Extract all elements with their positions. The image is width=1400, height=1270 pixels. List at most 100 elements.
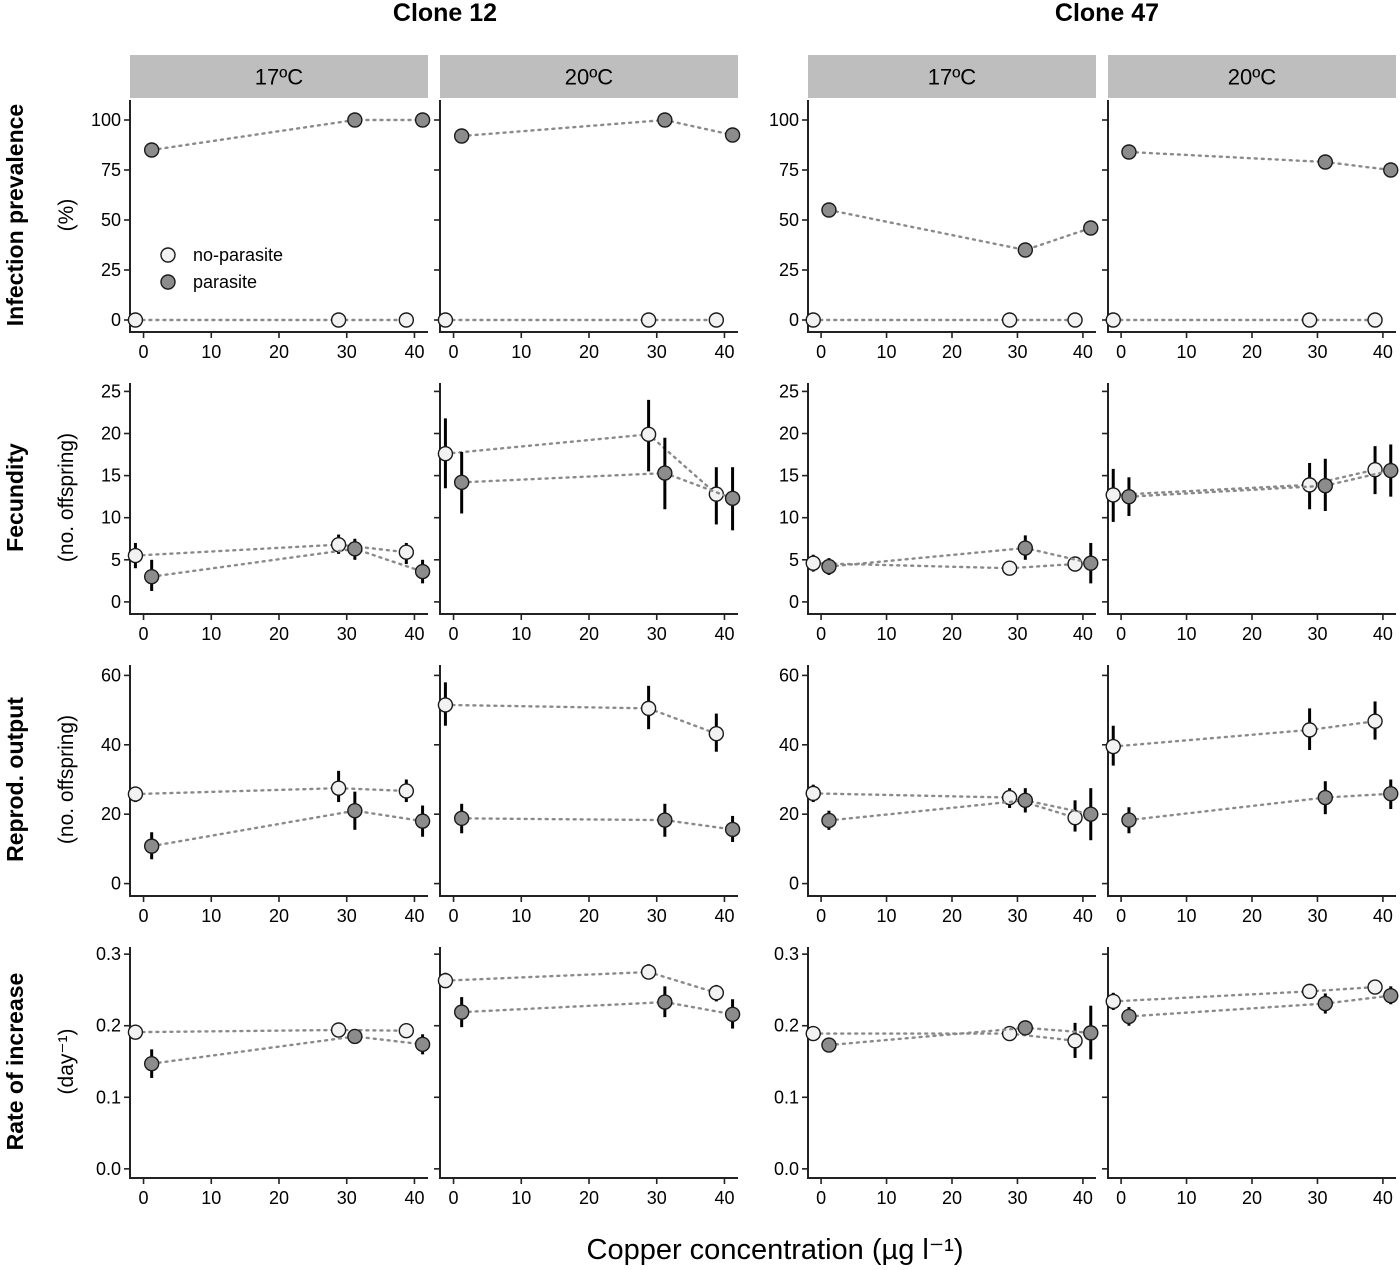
y-tick-label: 60 <box>779 665 799 685</box>
strip-1: 20ºC <box>440 55 738 98</box>
panel-row0-col2: 0 25 50 75 100 0 10 20 30 40 <box>769 100 1099 362</box>
series-line <box>1112 985 1377 1003</box>
x-tick-label: 0 <box>139 1188 149 1208</box>
data-point <box>414 1036 431 1053</box>
clone-12-title: Clone 12 <box>393 0 497 27</box>
x-tick-label: 20 <box>579 342 599 362</box>
data-point <box>821 202 837 218</box>
series-parasite <box>453 437 741 531</box>
x-tick-label: 30 <box>337 906 357 926</box>
data-point <box>657 465 673 481</box>
y-tick-label: 25 <box>101 260 121 280</box>
x-tick-label: 40 <box>1073 1188 1093 1208</box>
series-line <box>1127 792 1392 822</box>
data-point <box>1383 987 1399 1004</box>
x-tick-label: 10 <box>1177 624 1197 644</box>
x-tick-label: 20 <box>269 906 289 926</box>
data-point <box>143 1055 160 1072</box>
legend-symbol <box>160 274 176 290</box>
row-2: Reprod. output (no. offspring) 0 20 40 60 0 10 2… <box>2 665 1399 926</box>
data-point <box>821 558 837 575</box>
data-point <box>127 786 144 802</box>
x-tick-label: 0 <box>449 1188 459 1208</box>
panel-row2-col0: 0 20 40 60 0 10 20 30 40 <box>101 665 431 926</box>
x-tick-label: 20 <box>269 342 289 362</box>
y-tick-label: 100 <box>91 110 121 130</box>
data-point <box>821 1037 837 1053</box>
x-tick-label: 30 <box>1307 342 1327 362</box>
data-point <box>657 112 673 128</box>
x-tick-label: 0 <box>1116 906 1126 926</box>
y-tick-label: 0.3 <box>774 944 799 964</box>
series-parasite <box>821 1005 1099 1060</box>
data-point <box>330 780 347 796</box>
series-no-parasite <box>1105 446 1383 522</box>
data-point <box>330 1022 347 1038</box>
x-tick-label: 0 <box>449 906 459 926</box>
data-point <box>453 810 470 827</box>
row-1: Fecundity (no. offspring) 0 5 10 15 20 25 0 10 20 3… <box>2 381 1399 644</box>
x-tick-label: 20 <box>269 624 289 644</box>
series-line <box>1112 720 1377 748</box>
strip-background <box>130 55 428 98</box>
data-point <box>437 312 454 328</box>
y-tick-label: 0 <box>789 310 799 330</box>
series-line <box>827 1026 1092 1047</box>
x-axis-title: Copper concentration (µg l⁻¹) <box>587 1234 964 1266</box>
x-tick-label: 40 <box>714 1188 734 1208</box>
panel-row3-col0: 0.0 0.1 0.2 0.3 0 10 20 30 40 <box>96 944 431 1208</box>
series-line <box>150 809 424 848</box>
y-tick-label: 0 <box>789 874 799 894</box>
y-tick-label: 50 <box>779 210 799 230</box>
y-tick-label: 50 <box>101 210 121 230</box>
data-point <box>1083 806 1099 822</box>
x-tick-label: 20 <box>1242 906 1262 926</box>
data-point <box>805 555 821 571</box>
data-point <box>805 312 821 328</box>
y-tick-label: 0 <box>111 592 121 612</box>
panel-row2-col2: 0 20 40 60 0 10 20 30 40 <box>779 665 1099 926</box>
x-tick-label: 30 <box>337 1188 357 1208</box>
data-point <box>1301 983 1318 1000</box>
series-no-parasite <box>127 312 415 328</box>
series-parasite <box>821 788 1099 841</box>
series-line <box>812 792 1077 819</box>
y-tick-label: 60 <box>101 665 121 685</box>
x-tick-label: 0 <box>449 624 459 644</box>
y-tick-label: 20 <box>101 424 121 444</box>
x-tick-label: 30 <box>647 342 667 362</box>
data-point <box>724 821 741 838</box>
legend-label: no-parasite <box>193 245 283 265</box>
x-tick-label: 10 <box>877 906 897 926</box>
y-tick-label: 75 <box>101 160 121 180</box>
x-tick-label: 10 <box>511 342 531 362</box>
x-tick-label: 40 <box>1073 906 1093 926</box>
data-point <box>347 541 363 557</box>
x-tick-label: 0 <box>139 342 149 362</box>
x-tick-label: 30 <box>1307 624 1327 644</box>
series-parasite <box>821 202 1099 258</box>
strip-3: 20ºC <box>1108 55 1396 98</box>
y-tick-label: 0.0 <box>96 1159 121 1179</box>
x-tick-label: 40 <box>1373 906 1393 926</box>
series-line <box>150 1035 424 1065</box>
series-no-parasite <box>127 770 415 803</box>
y-tick-label: 15 <box>101 466 121 486</box>
series-line <box>444 433 718 496</box>
row-3: Rate of increase (day⁻¹) 0.0 0.1 0.2 0.3 0 10 20… <box>2 944 1399 1208</box>
data-point <box>1083 220 1099 236</box>
data-point <box>1001 789 1018 806</box>
data-point <box>127 1024 144 1040</box>
data-point <box>1067 1033 1083 1049</box>
y-tick-label: 0 <box>111 310 121 330</box>
series-no-parasite <box>805 784 1083 832</box>
x-tick-label: 0 <box>139 906 149 926</box>
strip-0: 17ºC <box>130 55 428 98</box>
y-tick-label: 100 <box>769 110 799 130</box>
series-parasite <box>453 986 741 1029</box>
panel-row1-col1: 0 10 20 30 40 <box>434 383 741 644</box>
data-point <box>1121 812 1137 828</box>
data-point <box>708 312 725 328</box>
data-point <box>1017 1020 1034 1036</box>
